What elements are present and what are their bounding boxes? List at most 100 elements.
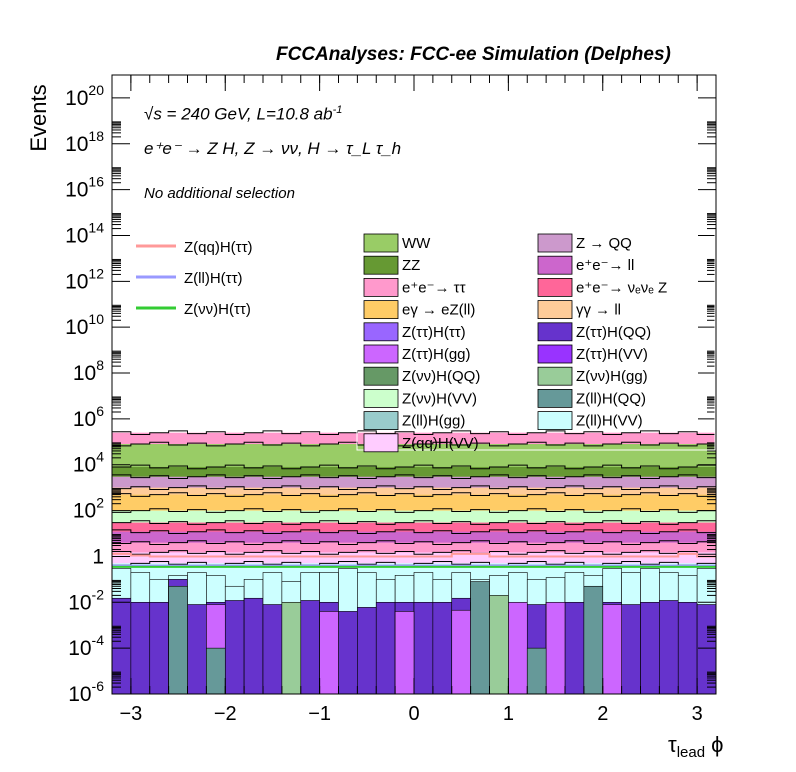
x-tick-label: 2 — [597, 703, 608, 725]
stack-outline-2 — [112, 540, 716, 545]
axes-layer: −3 −2 −1 0 1 2 3 10-6 10-4 10-2 1 102 104 106 108 1010 1… — [65, 74, 717, 725]
legend-layer: Z(qq)H(ττ) Z(ll)H(ττ) Z(νν)H(ττ) WW Z → QQ ZZ… — [136, 229, 716, 453]
stack-legend-swatch-18 — [363, 433, 399, 453]
bin-ztt-hqq-6 — [224, 600, 245, 694]
bin-zll-hqq-3 — [168, 585, 188, 694]
stack-outline-8 — [112, 474, 716, 480]
stack-legend-label-16: Z(ll)H(gg) — [402, 413, 465, 430]
stack-legend-label-6: eγ → eZ(ll) — [402, 302, 475, 319]
stack-legend-swatch-17 — [537, 411, 573, 431]
text-layer: Events τlead ϕ — [26, 84, 723, 761]
y-tick-label: 104 — [73, 449, 104, 477]
energy-lumi-sup: -1 — [332, 104, 343, 116]
stack-legend-label-12: Z(νν)H(QQ) — [402, 368, 480, 385]
signal-legend-label-0: Z(qq)H(ττ) — [184, 239, 253, 256]
x-axis-label: τlead ϕ — [668, 732, 723, 761]
plot-layer — [112, 430, 716, 694]
energy-lumi-label: √s = 240 GeV, L=10.8 ab-1 — [144, 104, 342, 125]
bin-ztt-hqq-27 — [621, 604, 641, 694]
x-tick-label: 1 — [503, 703, 514, 725]
stack-legend-label-11: Z(ττ)H(VV) — [576, 346, 648, 363]
y-tick-label: 1 — [92, 545, 104, 568]
signal-legend-label-2: Z(νν)H(ττ) — [184, 301, 251, 318]
signal-legend-label-1: Z(ll)H(ττ) — [184, 270, 243, 287]
stack-legend-box — [356, 229, 716, 451]
y-tick-label: 1018 — [65, 128, 104, 156]
bin-zll-hqq-19 — [470, 581, 490, 694]
bin-ztt-hgg-11 — [319, 611, 339, 694]
bin-zll-hqq-22 — [526, 647, 547, 694]
bin-ztt-hqq-13 — [357, 607, 377, 694]
stack-legend-swatch-14 — [363, 388, 399, 408]
bin-ztt-hqq-2 — [149, 601, 169, 694]
stack-legend-label-1: Z → QQ — [576, 235, 632, 252]
stack-outline-7 — [112, 485, 716, 491]
stack-legend-label-7: γγ → ll — [576, 302, 621, 319]
stack-legend-label-15: Z(ll)H(QQ) — [576, 390, 646, 407]
stack-legend-label-5: e⁺e⁻→ νₑνₑ Z — [576, 279, 667, 296]
y-tick-label: 1014 — [65, 219, 104, 247]
bin-ztt-hqq-8 — [262, 604, 283, 694]
stack-outline-5 — [112, 508, 716, 513]
bin-ztt-hqq-16 — [413, 601, 434, 694]
stack-legend-swatch-6 — [363, 300, 399, 320]
stack-legend-label-10: Z(ττ)H(gg) — [402, 346, 471, 363]
stack-outline-11 — [112, 430, 716, 436]
y-tick-label: 10-2 — [68, 586, 104, 614]
stack-legend-swatch-16 — [363, 411, 399, 431]
bin-ztt-hqq-30 — [677, 601, 698, 694]
bin-ztt-hqq-14 — [375, 601, 396, 694]
y-tick-label: 108 — [73, 357, 104, 385]
bin-ztt-hqq-28 — [640, 601, 660, 694]
stack-legend-label-4: e⁺e⁻→ ττ — [402, 279, 466, 296]
stack-legend-label-3: e⁺e⁻→ ll — [576, 257, 634, 274]
energy-lumi-text: √s = 240 GeV, L=10.8 ab — [144, 104, 333, 124]
stack-legend-label-9: Z(ττ)H(QQ) — [576, 324, 651, 341]
bin-ztt-hqq-24 — [564, 601, 585, 694]
bin-ztt-hgg-21 — [508, 601, 528, 694]
stack-legend-label-0: WW — [402, 235, 431, 252]
y-tick-label: 1010 — [65, 311, 104, 339]
y-tick-label: 1020 — [65, 82, 104, 110]
stack-outline-4 — [112, 520, 716, 525]
bin-ztt-hqq-4 — [187, 604, 207, 694]
bin-ztt-hqq-29 — [659, 600, 679, 694]
x-tick-label: 0 — [408, 703, 419, 725]
stack-legend-swatch-15 — [537, 388, 573, 408]
stack-legend-swatch-4 — [363, 277, 399, 297]
x-tick-label: 3 — [692, 703, 703, 725]
y-tick-label: 10-4 — [68, 632, 104, 660]
y-tick-label: 1012 — [65, 265, 104, 293]
stack-legend-swatch-13 — [537, 366, 573, 386]
bin-ztt-hgg-15 — [394, 611, 415, 694]
bin-ztt-hqq-1 — [130, 601, 151, 694]
stack-outline-10 — [112, 441, 716, 447]
stack-legend-swatch-8 — [363, 322, 399, 342]
stack-legend-swatch-0 — [363, 233, 399, 253]
x-tick-label: −2 — [214, 703, 237, 725]
bin-ztt-hqq-17 — [432, 601, 453, 694]
stack-legend-label-2: ZZ — [402, 257, 420, 274]
signal-line-0 — [112, 552, 716, 558]
process-label: e⁺e⁻ → Z H, Z → νν, H → τ_L τ_h — [144, 139, 402, 158]
y-tick-label: 102 — [73, 495, 104, 523]
stack-legend-swatch-1 — [537, 233, 573, 253]
x-tick-label: −1 — [308, 703, 331, 725]
stack-legend-swatch-9 — [537, 322, 573, 342]
bin-znn-hgg-20 — [489, 595, 509, 694]
stack-legend-swatch-12 — [363, 366, 399, 386]
y-axis-label: Events — [26, 84, 51, 151]
chart-title: FCCAnalyses: FCC-ee Simulation (Delphes) — [276, 44, 671, 65]
bin-ztt-hqq-10 — [300, 600, 320, 694]
stack-legend-label-8: Z(ττ)H(ττ) — [402, 324, 466, 341]
stack-outline-9 — [112, 464, 716, 470]
stack-outline-6 — [112, 492, 716, 497]
bin-znn-hgg-9 — [281, 601, 302, 694]
bin-ztt-hqq-7 — [243, 597, 264, 694]
stack-outline-1 — [112, 550, 716, 555]
stack-legend-label-17: Z(ll)H(VV) — [576, 413, 643, 430]
bin-zll-hqq-25 — [583, 585, 604, 694]
x-tick-label: −3 — [119, 703, 142, 725]
bin-ztt-hqq-0 — [112, 597, 132, 694]
